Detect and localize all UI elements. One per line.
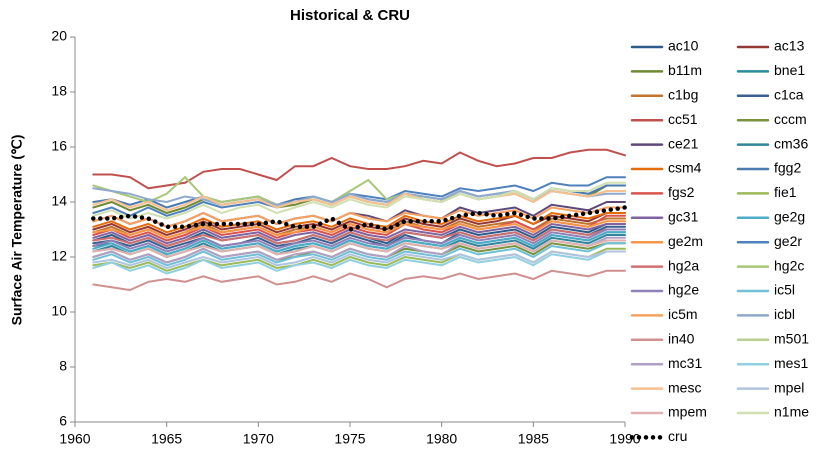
legend-label: fie1 — [774, 184, 797, 200]
legend-label: mpem — [668, 404, 707, 420]
series-line — [92, 250, 626, 270]
x-tick-label: 1985 — [518, 431, 549, 447]
legend-label: gc31 — [668, 209, 699, 225]
x-tick-label: 1965 — [151, 431, 182, 447]
legend-label: mpel — [774, 379, 804, 395]
legend-label: c1bg — [668, 87, 698, 103]
legend-label: cm36 — [774, 135, 808, 151]
legend-label: c1ca — [774, 87, 804, 103]
x-tick-label: 1980 — [426, 431, 457, 447]
legend-label: cccm — [774, 111, 807, 127]
x-tick-label: 1975 — [334, 431, 365, 447]
y-axis-label: Surface Air Temperature (℃) — [9, 135, 25, 326]
legend-label: mc31 — [668, 355, 702, 371]
y-tick-label: 14 — [51, 193, 67, 209]
series-line — [92, 242, 626, 267]
x-tick-label: 1970 — [243, 431, 274, 447]
legend-label: ge2r — [774, 233, 802, 249]
legend-label: in40 — [668, 331, 695, 347]
series-line — [92, 222, 626, 245]
y-tick-label: 6 — [59, 413, 67, 429]
legend-label: b11m — [668, 62, 702, 78]
legend-label: ac13 — [774, 38, 805, 54]
legend-label: ce21 — [668, 135, 699, 151]
legend-label: csm4 — [668, 160, 702, 176]
y-tick-label: 8 — [59, 358, 67, 374]
legend-label: icbl — [774, 306, 795, 322]
y-tick-label: 20 — [51, 28, 67, 44]
series-line — [92, 148, 626, 190]
y-tick-label: 10 — [51, 303, 67, 319]
series-line — [92, 176, 626, 217]
series-line — [92, 231, 626, 256]
series-line — [92, 239, 626, 259]
x-tick-label: 1990 — [609, 431, 640, 447]
chart-title: Historical & CRU — [290, 7, 410, 24]
legend-label: hg2a — [668, 257, 699, 273]
series-line — [92, 214, 626, 242]
legend-label: hg2c — [774, 257, 804, 273]
legend-label: m501 — [774, 331, 809, 347]
series-line — [92, 250, 626, 275]
legend-label: fgg2 — [774, 160, 801, 176]
y-tick-label: 12 — [51, 248, 67, 264]
legend-label: mesc — [668, 379, 701, 395]
legend-label: fgs2 — [668, 184, 695, 200]
legend-label: bne1 — [774, 62, 805, 78]
legend-label: ge2m — [668, 233, 703, 249]
series-line — [92, 189, 626, 212]
legend-label: ac10 — [668, 38, 699, 54]
legend-label: cru — [668, 428, 687, 444]
legend-label: ic5l — [774, 282, 795, 298]
legend-label: cc51 — [668, 111, 698, 127]
series-line — [92, 206, 626, 228]
legend-label: ic5m — [668, 306, 698, 322]
y-tick-label: 18 — [51, 83, 67, 99]
legend-label: hg2e — [668, 282, 699, 298]
series-line — [91, 205, 628, 232]
y-tick-label: 16 — [51, 138, 67, 154]
legend-label: ge2g — [774, 209, 805, 225]
series-line — [92, 269, 626, 292]
series-line — [92, 228, 626, 253]
legend-label: mes1 — [774, 355, 808, 371]
x-tick-label: 1960 — [59, 431, 90, 447]
series-line — [92, 228, 626, 248]
series-line — [92, 181, 626, 220]
legend-label: n1me — [774, 404, 809, 420]
